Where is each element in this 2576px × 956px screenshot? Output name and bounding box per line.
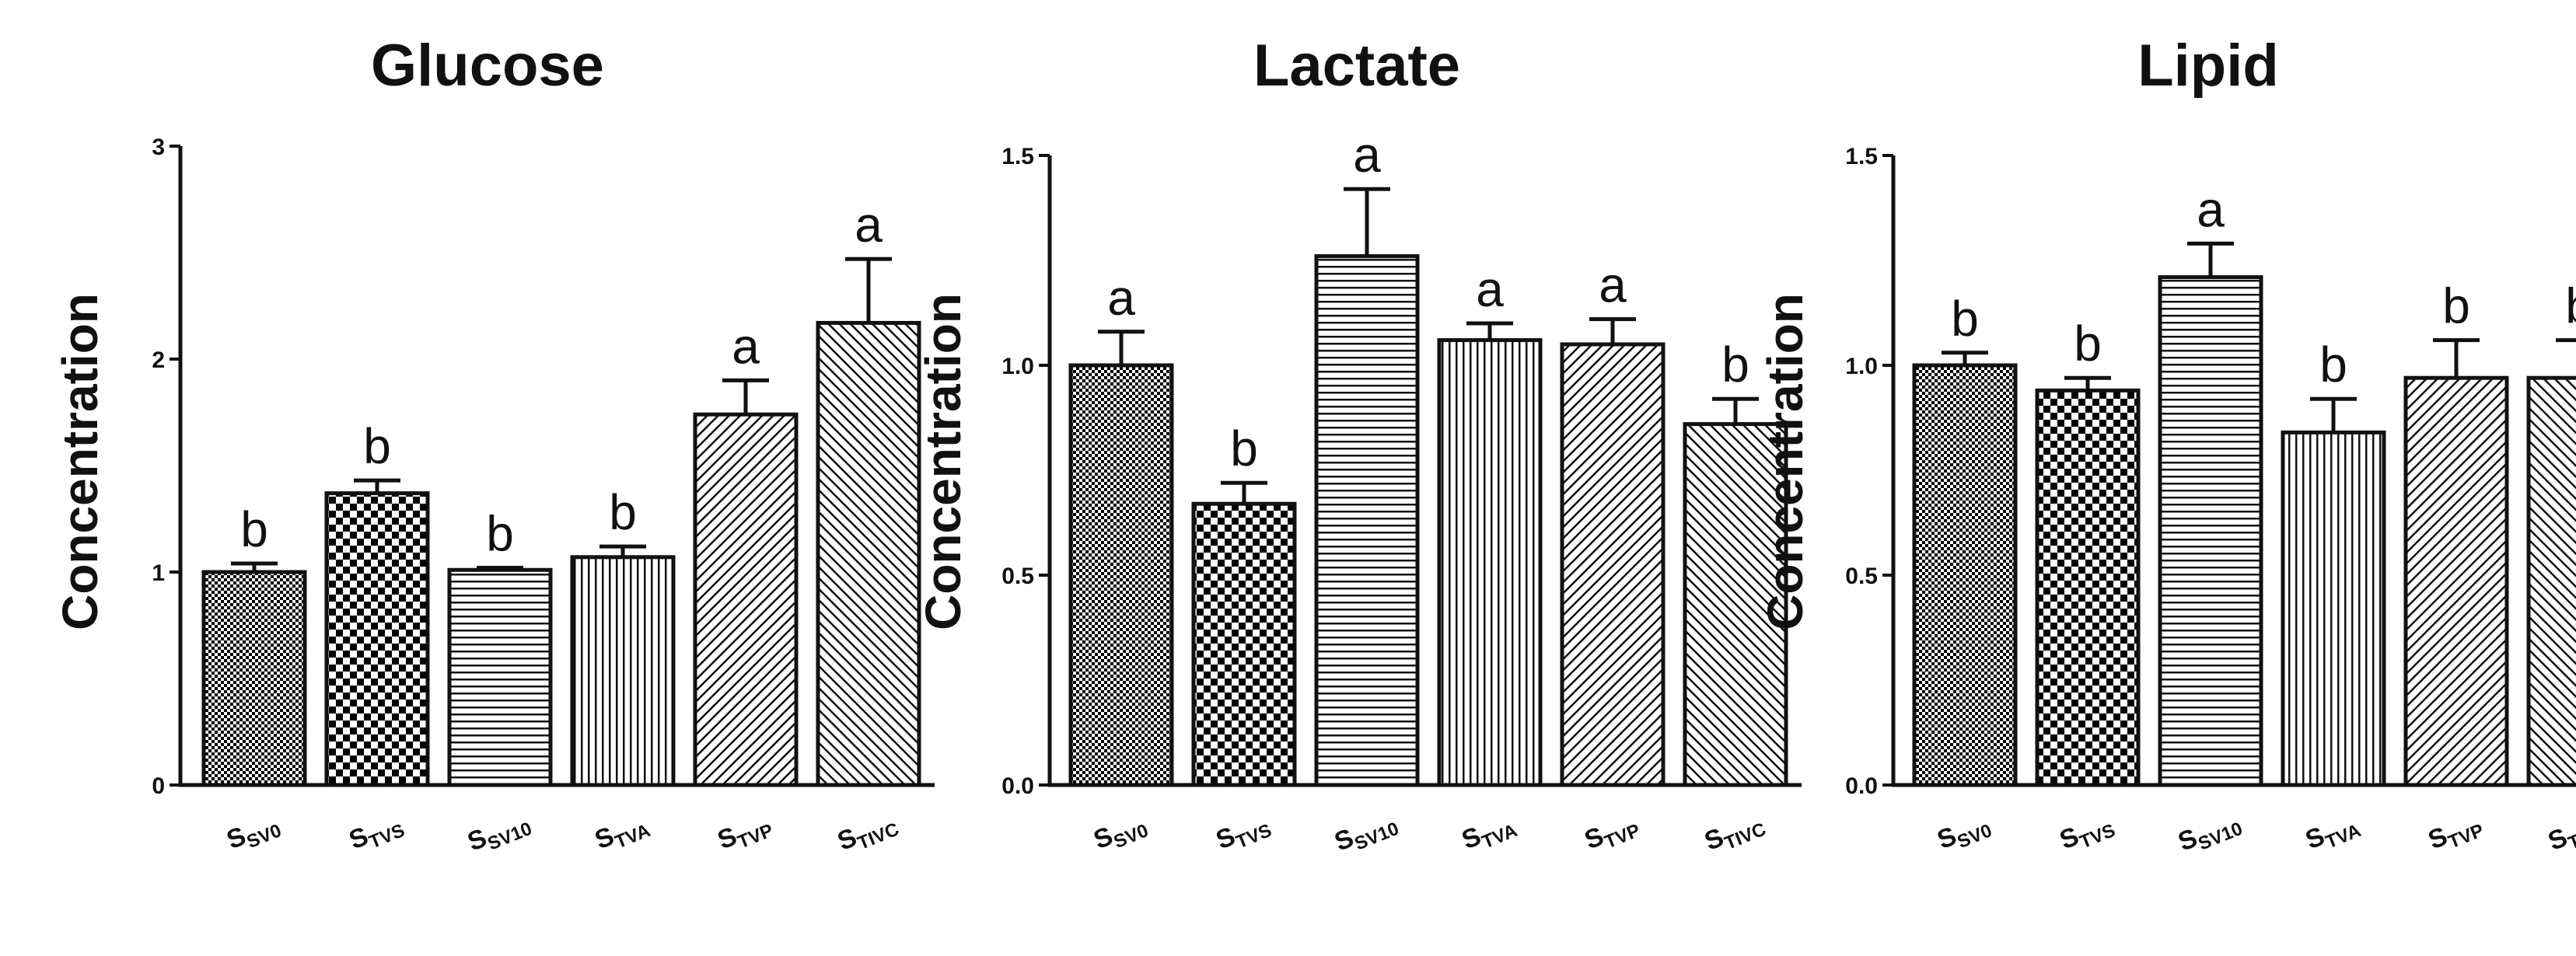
y-tick-label: 2 [152,347,165,373]
significance-letter: b [2074,316,2102,372]
significance-letter: b [486,506,514,562]
significance-letter: b [2319,337,2347,393]
x-tick-label-sub: TVA [612,820,653,853]
x-tick-label: STVA [2302,808,2364,860]
significance-letter: b [240,501,268,557]
bar [1683,422,1788,787]
x-tick-label: STVS [345,808,408,860]
x-tick-label: SSV0 [1933,808,1995,859]
bar [1191,501,1297,787]
x-tick-label: SSV0 [222,808,285,859]
chart-title: Lipid [2137,33,2279,99]
bar [1068,363,1174,787]
chart-panel-lactate: Lactate Concentration 0.0 0.5 1.0 1.5 a SSV0 b ST… [915,33,1802,861]
y-tick-label: 1.5 [1845,144,1878,169]
x-tick-label-sub: TVS [366,820,407,853]
bar [1912,363,2018,787]
bar [201,570,307,787]
x-tick-label-sub: TVS [1233,820,1274,853]
bar [816,320,921,787]
significance-letter: a [1353,127,1381,183]
bar [1560,342,1665,787]
x-tick-label-sub: SV10 [1351,818,1402,855]
significance-letter: a [1599,257,1627,313]
y-tick-label: 0 [152,773,165,799]
bar [1437,338,1543,787]
x-tick-label-sub: TIVC [1721,818,1769,854]
significance-letter: b [363,418,391,474]
x-tick-label: SSV10 [463,806,535,861]
bar [693,412,799,787]
x-tick-label-sub: SV10 [2195,818,2246,855]
x-tick-label: SSV10 [2174,806,2246,861]
bar [2403,375,2509,787]
y-tick-label: 0.0 [1001,773,1034,799]
x-tick-label: STVS [1212,808,1275,860]
x-tick-label: STVP [714,808,777,860]
y-tick-label: 3 [152,134,165,160]
bar [570,555,676,787]
chart-panel-lipid: Lipid Concentration 0.0 0.5 1.0 1.5 b SSV0 b STVS… [1757,33,2576,861]
x-tick-label: STIVC [834,807,902,861]
y-tick-label: 0.5 [1845,563,1878,589]
significance-letter: b [609,484,637,540]
y-axis-label: Concentration [1757,293,1813,630]
x-tick-label: SSV10 [1330,806,1402,861]
significance-letter: a [2197,181,2225,237]
significance-letter: a [1476,261,1504,317]
chart-title: Lactate [1253,33,1460,99]
y-tick-label: 0.5 [1001,563,1034,589]
x-tick-label-sub: SV0 [1111,820,1152,853]
bar [1314,254,1420,787]
y-tick-label: 1.0 [1845,354,1878,379]
x-tick-label: STIVC [1700,807,1769,861]
x-tick-label-sub: TIVC [855,818,902,854]
significance-letter: b [1721,337,1749,393]
x-tick-label: STVS [2056,808,2119,860]
significance-letter: b [1951,291,1979,347]
x-tick-label: STIVC [2544,807,2576,861]
x-tick-label-sub: TVS [2077,820,2118,853]
significance-letter: a [732,318,760,374]
x-tick-label-sub: TVA [1479,820,1520,853]
y-tick-label: 1.0 [1001,354,1034,379]
x-tick-label-sub: SV0 [1955,820,1995,853]
chart-title: Glucose [371,33,604,99]
bar [2281,430,2386,787]
x-tick-label-sub: TVP [1602,820,1643,853]
x-tick-label: STVP [1581,808,1644,860]
x-tick-label: STVP [2424,808,2487,860]
x-tick-label-sub: TVP [2445,820,2487,853]
x-tick-label: STVA [591,808,653,860]
y-axis-label: Concentration [52,293,108,630]
x-tick-label-sub: TVP [735,820,776,853]
bar [2035,388,2141,787]
y-axis-label: Concentration [915,293,971,630]
y-tick-label: 1.5 [1001,144,1034,169]
bar [447,567,553,787]
x-tick-label-sub: TVA [2323,820,2364,853]
y-tick-label: 0.0 [1845,773,1878,799]
significance-letter: b [2565,278,2576,334]
bar [2526,375,2576,787]
bar [324,491,430,787]
significance-letter: a [1107,270,1135,326]
significance-letter: a [855,197,883,253]
significance-letter: b [2442,278,2470,334]
y-tick-label: 1 [152,560,165,586]
x-tick-label-sub: SV10 [484,818,535,855]
significance-letter: b [1230,420,1258,476]
x-tick-label: SSV0 [1089,808,1152,859]
bar [2158,275,2263,787]
x-tick-label-sub: SV0 [244,820,285,853]
x-tick-label: STVA [1458,808,1520,860]
chart-panel-glucose: Glucose Concentration 0 1 2 3 b SSV0 b STVS b SSV10… [52,33,935,861]
